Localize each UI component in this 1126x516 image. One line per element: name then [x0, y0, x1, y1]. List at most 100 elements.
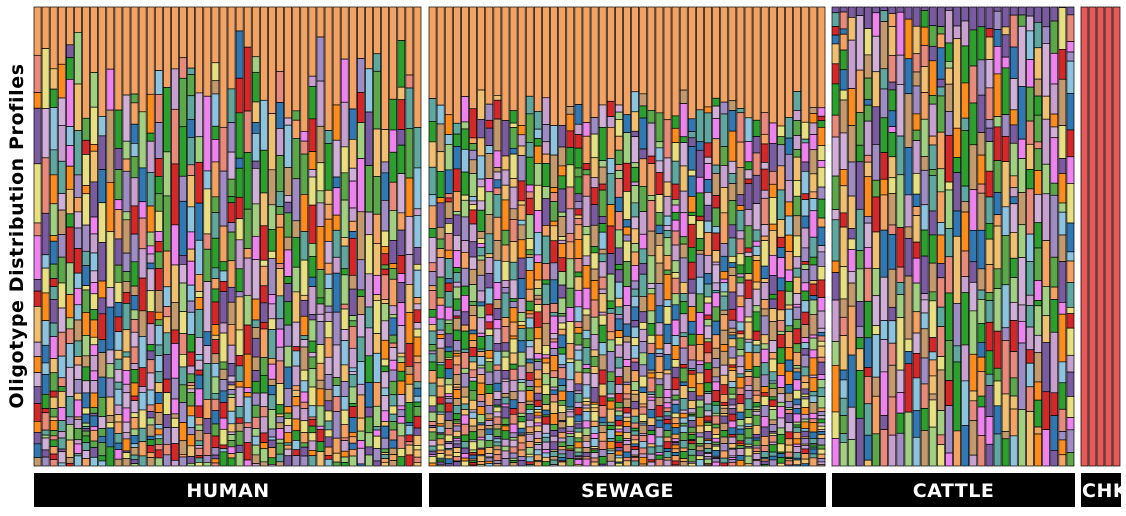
segment — [268, 457, 276, 465]
segment — [509, 399, 518, 409]
segment — [284, 124, 293, 168]
segment — [259, 448, 268, 463]
segment — [235, 365, 244, 382]
segment — [436, 123, 445, 153]
segment — [324, 400, 333, 412]
segment — [469, 409, 477, 413]
segment — [259, 432, 268, 444]
segment — [928, 399, 937, 428]
segment — [623, 398, 631, 408]
segment — [864, 459, 872, 467]
segment — [558, 432, 567, 439]
segment — [179, 264, 187, 284]
segment — [381, 6, 390, 131]
segment — [880, 152, 889, 180]
segment — [839, 442, 848, 467]
segment — [631, 443, 639, 447]
segment — [728, 357, 737, 366]
segment — [324, 305, 333, 313]
segment — [227, 363, 236, 377]
segment — [179, 6, 187, 59]
segment — [760, 240, 769, 267]
segment — [880, 371, 889, 416]
segment — [251, 168, 260, 205]
segment — [614, 170, 623, 179]
segment — [696, 109, 704, 143]
segment — [469, 361, 477, 371]
segment — [251, 298, 260, 321]
segment — [936, 434, 945, 446]
segment — [793, 452, 802, 459]
segment — [712, 445, 721, 451]
segment — [817, 251, 826, 267]
segment — [227, 202, 236, 223]
segment — [847, 161, 856, 197]
segment — [817, 327, 826, 333]
segment — [712, 334, 721, 349]
segment — [332, 377, 341, 387]
segment — [533, 254, 542, 263]
segment — [171, 264, 179, 303]
segment — [211, 353, 220, 364]
segment — [195, 445, 204, 449]
segment — [452, 423, 461, 427]
segment — [720, 329, 729, 345]
segment — [428, 121, 437, 143]
segment — [768, 293, 777, 300]
segment — [736, 295, 745, 308]
segment — [227, 286, 236, 303]
segment — [1001, 56, 1010, 69]
segment — [928, 262, 937, 293]
segment — [452, 133, 461, 147]
segment — [509, 208, 518, 220]
segment — [49, 203, 58, 237]
segment — [728, 160, 737, 174]
segment — [114, 369, 123, 383]
segment — [704, 296, 712, 304]
segment — [704, 415, 712, 422]
segment — [614, 410, 623, 417]
segment — [928, 234, 937, 264]
segment — [324, 130, 333, 145]
segment — [760, 168, 769, 191]
segment — [777, 6, 785, 127]
segment — [373, 243, 381, 276]
segment — [292, 430, 301, 441]
segment — [106, 427, 115, 448]
segment — [517, 456, 526, 461]
segment — [259, 416, 268, 434]
segment — [227, 178, 236, 198]
segment — [606, 312, 615, 333]
segment — [760, 426, 769, 437]
segment — [501, 6, 510, 121]
segment — [574, 451, 583, 457]
segment — [704, 382, 712, 392]
segment — [663, 230, 672, 239]
segment — [82, 458, 90, 467]
segment — [655, 445, 664, 453]
segment — [1066, 183, 1075, 224]
segment — [251, 444, 260, 456]
segment — [606, 158, 615, 174]
segment — [831, 209, 840, 221]
segment — [1042, 391, 1051, 431]
segment — [550, 201, 558, 222]
segment — [348, 325, 357, 349]
segment — [728, 436, 737, 444]
segment — [671, 389, 680, 396]
segment — [436, 248, 445, 258]
segment — [623, 191, 631, 221]
segment — [365, 306, 373, 329]
segment — [712, 437, 721, 443]
segment — [736, 238, 745, 255]
segment — [663, 269, 672, 275]
segment — [324, 311, 333, 322]
segment — [736, 194, 745, 206]
bar-sewage-17 — [558, 6, 567, 467]
segment — [187, 164, 196, 176]
segment — [671, 319, 680, 336]
segment — [1017, 224, 1026, 258]
segment — [49, 446, 58, 455]
segment — [517, 365, 526, 381]
segment — [720, 291, 729, 297]
